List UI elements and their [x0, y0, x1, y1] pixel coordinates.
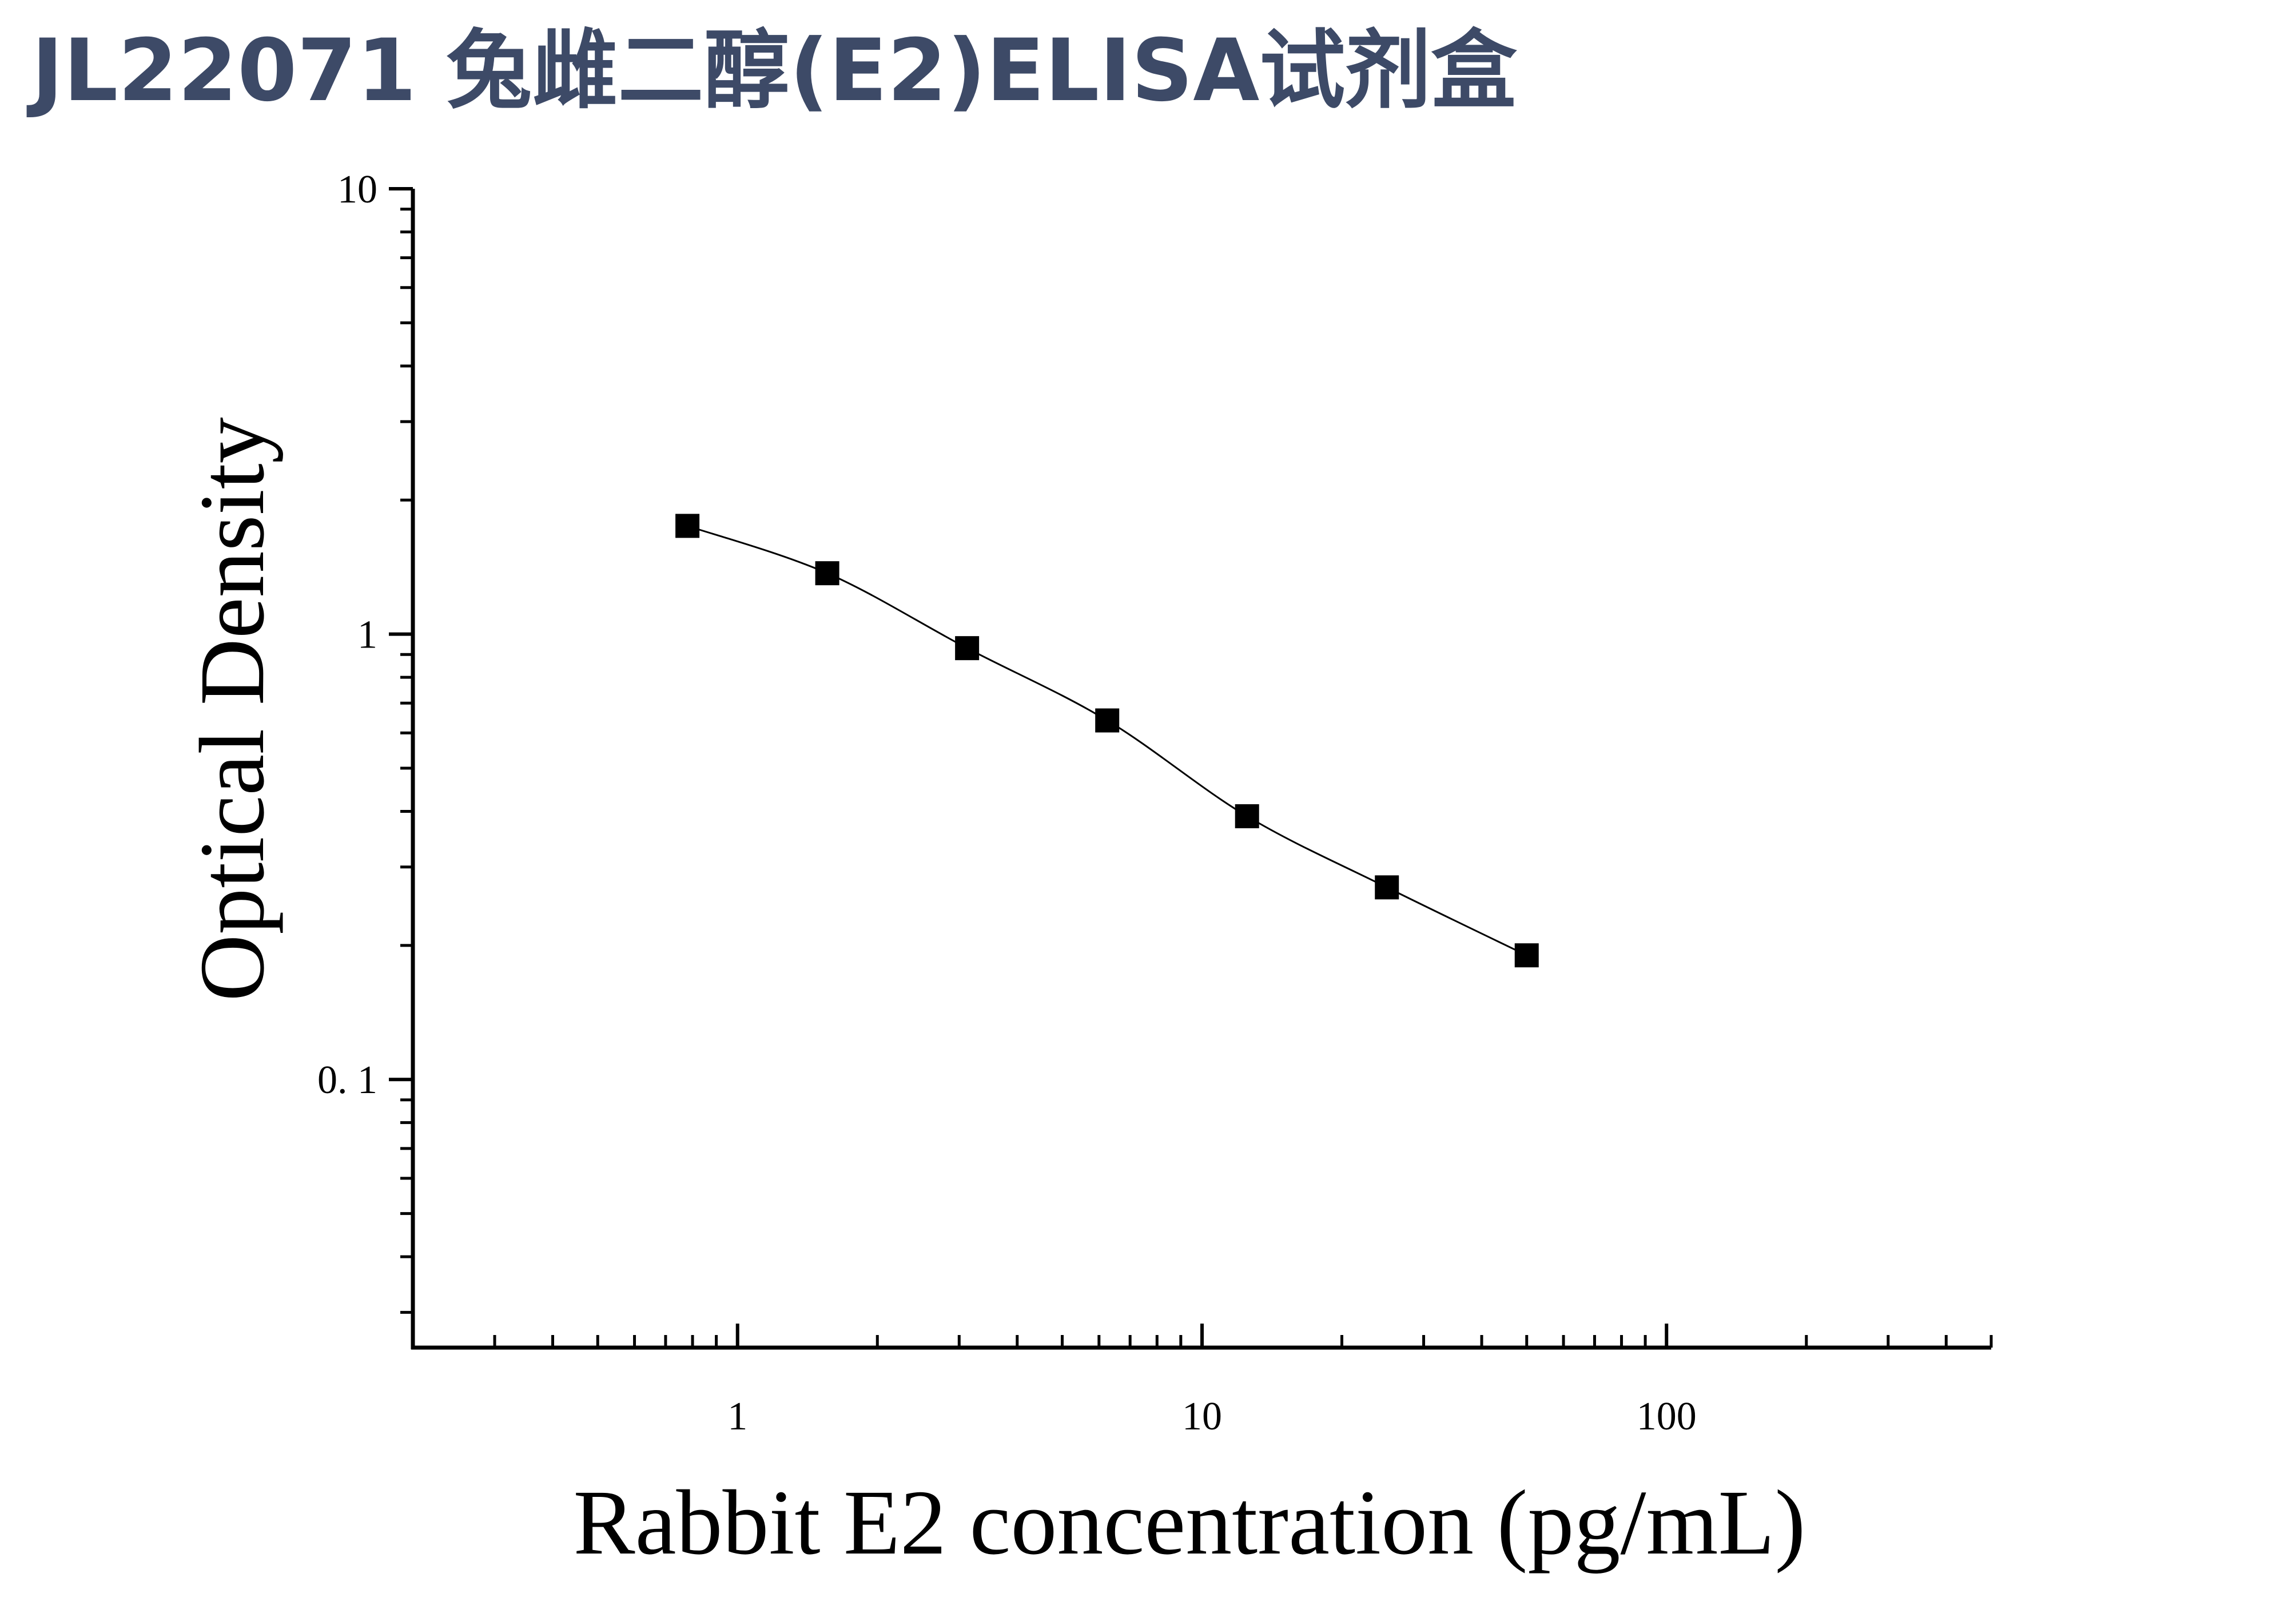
data-point: [1095, 708, 1120, 733]
data-points: [675, 514, 1539, 968]
x-tick-label: 100: [1637, 1395, 1697, 1439]
major-ticks: [389, 187, 1669, 1348]
y-tick-label: 10: [337, 168, 377, 212]
x-axis-title: Rabbit E2 concentration (pg/mL): [574, 1472, 1806, 1574]
x-tick-label: 10: [1182, 1395, 1222, 1439]
minor-ticks: [400, 208, 1993, 1348]
data-point: [675, 514, 700, 538]
y-axis-title: Optical Density: [181, 417, 284, 1001]
fit-curve: [687, 525, 1527, 956]
data-point: [1375, 875, 1399, 900]
data-point: [955, 636, 980, 661]
x-tick-label: 1: [727, 1395, 747, 1439]
y-tick-label: 1: [357, 613, 377, 657]
page-title: JL22071 兔雌二醇(E2)ELISA试剂盒: [31, 21, 1517, 121]
tick-labels: 1 10 100 10 1 0. 1: [317, 168, 1697, 1439]
data-point: [1514, 943, 1539, 968]
y-tick-label: 0. 1: [317, 1058, 377, 1102]
data-point: [1235, 804, 1259, 829]
data-point: [815, 561, 839, 586]
